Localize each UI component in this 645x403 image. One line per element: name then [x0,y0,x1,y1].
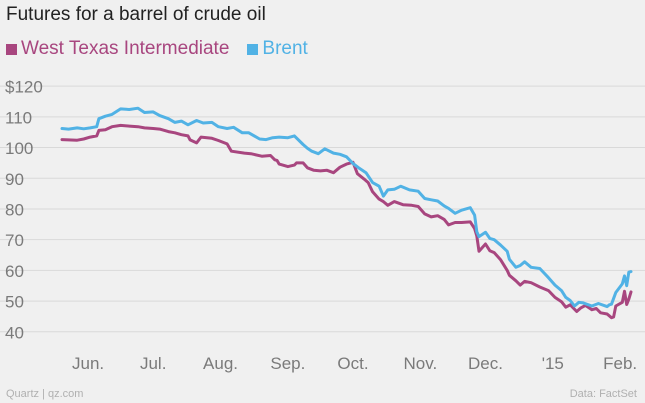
x-tick-label: Aug. [203,354,238,373]
x-tick-label: Dec. [468,354,503,373]
series-line-brent [60,106,633,309]
y-axis-tick-labels: 40 50 60 70 80 90 100 110 $120 [5,78,43,343]
y-tick-label: 60 [5,262,24,281]
chart-legend: West Texas Intermediate Brent [6,38,326,60]
legend-item-wti: West Texas Intermediate [6,38,229,60]
legend-swatch-wti [6,43,17,55]
y-tick-label: 50 [5,293,24,312]
x-tick-label: Oct. [337,354,368,373]
legend-label-brent: Brent [262,38,308,59]
x-tick-label: Jun. [72,354,104,373]
footer-data-source: Data: FactSet [569,388,637,400]
legend-swatch-brent [247,43,259,55]
chart-title: Futures for a barrel of crude oil [6,4,266,25]
x-tick-label: '15 [542,354,564,373]
x-tick-label: Nov. [403,354,437,373]
y-tick-label: 100 [5,139,33,158]
y-tick-label: 90 [5,170,24,189]
chart-gridlines [0,85,645,333]
legend-label-wti: West Texas Intermediate [21,38,230,59]
series-lines [60,106,633,320]
x-tick-label: Jul. [140,354,166,373]
series-line-wti [60,123,633,320]
y-tick-label: 40 [5,323,24,342]
x-axis-tick-labels: Jun. Jul. Aug. Sep. Oct. Nov. Dec. '15 Feb. [72,354,637,373]
legend-item-brent: Brent [247,38,308,60]
y-tick-label: $120 [5,78,43,97]
x-tick-label: Feb. [603,354,637,373]
y-tick-label: 70 [5,231,24,250]
footer-source-credit: Quartz | qz.com [6,388,84,400]
y-tick-label: 110 [5,108,32,127]
x-tick-label: Sep. [270,354,305,373]
y-tick-label: 80 [5,200,24,219]
